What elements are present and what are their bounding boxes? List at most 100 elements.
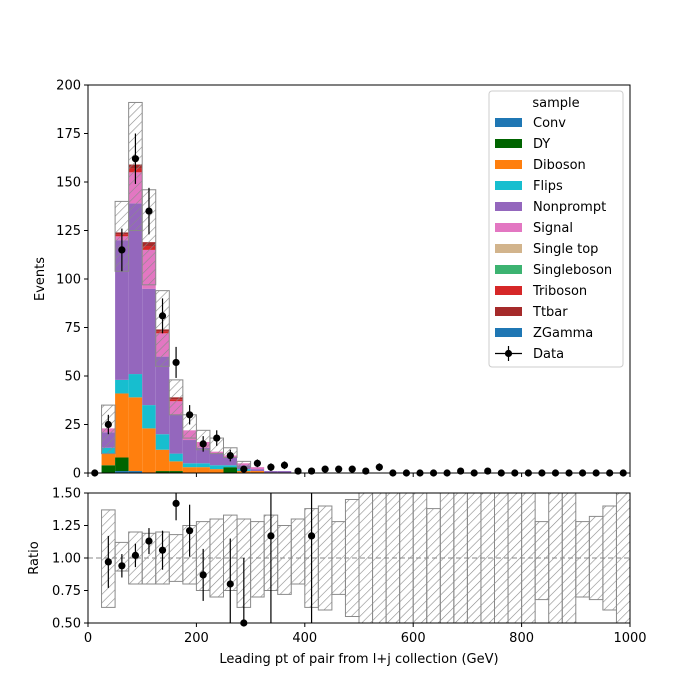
bar-diboson (169, 461, 183, 472)
data-point (172, 358, 180, 367)
legend-swatch-singleboson (495, 265, 522, 274)
legend-label: Flips (533, 179, 563, 194)
legend-entries: Conv DY Diboson Flips Nonprompt Signal Single … (495, 116, 612, 362)
main-y-axis-ticks: 0 25 50 75 100 125 150 175 200 (56, 79, 88, 482)
ratio-y-tick-label: 0.50 (52, 617, 81, 632)
data-point (158, 312, 167, 320)
data-point (131, 155, 140, 163)
bar-diboson (101, 453, 116, 466)
y-tick-label: 50 (64, 370, 81, 385)
y-tick-label: 175 (56, 127, 81, 142)
bar-nonprompt (115, 240, 129, 380)
x-tick-label: 400 (292, 631, 317, 646)
ratio-y-tick-label: 0.75 (52, 584, 81, 599)
ratio-y-tick-label: 1.00 (52, 552, 81, 567)
ratio-point (307, 532, 316, 540)
bar-dy (155, 471, 170, 473)
data-point (226, 451, 234, 460)
bar-diboson (182, 467, 197, 473)
ratio-y-tick-label: 1.25 (52, 519, 81, 534)
ratio-x-axis-ticks: 0 200 400 600 800 1000 (84, 623, 647, 646)
bar-dy (223, 467, 238, 473)
x-tick-label: 600 (401, 631, 426, 646)
y-tick-label: 75 (64, 321, 81, 336)
ratio-point (131, 551, 140, 560)
bar-nonprompt (264, 471, 278, 473)
bar-nonprompt (250, 469, 265, 472)
ratio-y-axis-label: Ratio (27, 541, 42, 574)
bar-flips (155, 434, 170, 450)
ratio-uncertainty-bin (277, 525, 292, 595)
bar-nonprompt (155, 356, 170, 435)
ratio-point (104, 558, 112, 566)
data-point (307, 467, 316, 475)
y-tick-label: 0 (73, 467, 81, 482)
legend-swatch-triboson (495, 286, 522, 295)
ratio-point (226, 580, 234, 588)
data-point (280, 461, 289, 469)
y-tick-label: 200 (56, 79, 81, 94)
bar-flips (196, 463, 210, 468)
bar-diboson (115, 393, 129, 458)
data-point (484, 467, 492, 475)
bar-conv (128, 471, 143, 473)
data-point (104, 420, 112, 429)
bar-nonprompt (277, 471, 292, 473)
legend-swatch-nonprompt (495, 202, 522, 211)
bar-dy (101, 465, 116, 473)
x-tick-label: 1000 (613, 631, 646, 646)
legend-label: Signal (533, 221, 573, 236)
bar-flips (223, 465, 238, 468)
x-tick-label: 800 (509, 631, 534, 646)
legend-swatch-conv (495, 118, 522, 127)
data-point (118, 246, 126, 254)
bar-diboson (128, 397, 143, 472)
ratio-point (172, 499, 180, 507)
ratio-panel: 0.50 0.75 1.00 1.25 1.50 0 200 400 600 800 1000 R… (27, 487, 647, 668)
x-axis-label: Leading pt of pair from l+j collection (… (219, 652, 498, 667)
bar-signal (250, 467, 265, 470)
bar-flips (209, 465, 224, 470)
x-tick-label: 200 (184, 631, 209, 646)
bar-diboson (142, 428, 156, 473)
y-tick-label: 125 (56, 224, 81, 239)
bar-flips (169, 453, 183, 462)
legend-data-marker (504, 349, 513, 358)
legend-swatch-dy (495, 139, 522, 148)
legend-swatch-single-top (495, 244, 522, 253)
ratio-uncertainty-bin (426, 508, 441, 624)
ratio-y-tick-label: 1.50 (52, 487, 81, 502)
bar-flips (128, 374, 143, 398)
bar-flips (142, 405, 156, 429)
bar-nonprompt (169, 414, 183, 454)
data-point (145, 207, 153, 215)
bar-nonprompt (142, 288, 156, 406)
legend-swatch-diboson (495, 160, 522, 169)
ratio-uncertainty-bin (575, 521, 590, 598)
data-point (199, 440, 207, 448)
data-point (267, 463, 275, 471)
legend-title: sample (532, 96, 579, 111)
bar-flips (182, 463, 197, 468)
uncertainty-bin (168, 379, 184, 416)
ratio-point (145, 537, 153, 545)
data-point (457, 467, 465, 475)
bar-nonprompt (196, 447, 210, 464)
ratio-y-axis-ticks: 0.50 0.75 1.00 1.25 1.50 (52, 487, 88, 632)
data-point (348, 465, 356, 473)
bar-dy (169, 471, 183, 473)
legend: sample Conv DY Diboson Flips Nonprompt Signal… (488, 90, 624, 368)
ratio-uncertainty-bin (290, 518, 306, 585)
data-point (294, 467, 302, 475)
ratio-point (267, 532, 275, 540)
legend-label: Singleboson (533, 263, 612, 278)
legend-swatch-flips (495, 181, 522, 190)
bar-diboson (155, 449, 170, 472)
data-point (213, 434, 221, 442)
legend-swatch-ttbar (495, 307, 522, 316)
legend-label: ZGamma (533, 326, 593, 341)
ratio-point (186, 527, 194, 535)
ratio-points (104, 493, 316, 627)
bar-flips (115, 379, 129, 394)
